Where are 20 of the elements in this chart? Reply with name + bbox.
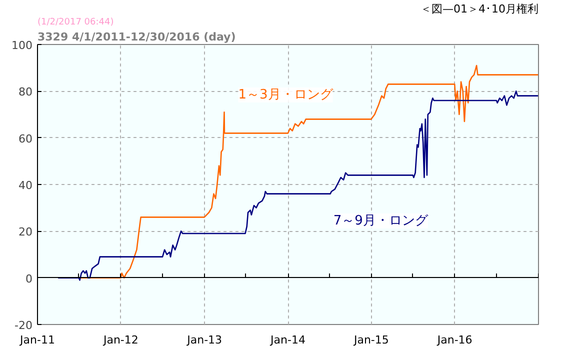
x-tick-label: Jan-15 [352,334,389,346]
y-tick-label: 80 [18,86,33,99]
line-series [57,90,538,281]
x-tick-label: Jan-12 [102,334,138,346]
series-label: 7～9月・ロング [333,213,429,228]
y-tick-label: -20 [14,319,32,332]
x-tick-label: Jan-13 [186,334,222,346]
x-tick-label: Jan-14 [270,334,306,346]
series-label: 1～3月・ロング [238,87,334,102]
chart-title: 3329 4/1/2011-12/30/2016 (day) [38,30,236,44]
x-tick-label: Jan-11 [19,334,55,346]
text: ＜図—01＞4･10月権利 [420,2,539,16]
y-tick-label: 20 [18,226,33,239]
x-tick-label: Jan-16 [436,334,472,346]
y-tick-label: 100 [12,39,33,52]
line-series [78,64,538,278]
text: (1/2/2017 06:44) [38,18,114,28]
y-tick-label: 40 [18,179,33,192]
y-tick-label: 60 [18,132,33,146]
y-tick-label: 0 [26,272,32,286]
